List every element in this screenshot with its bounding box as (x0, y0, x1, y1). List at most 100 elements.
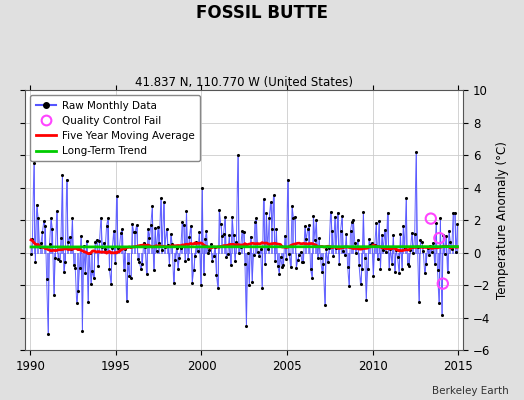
Point (215, 206, 224, 213)
Point (36, 244, 44, 250)
Point (316, 255, 325, 262)
Point (137, 266, 145, 272)
Point (52, 208, 61, 214)
Point (77, 233, 85, 239)
Point (238, 228, 246, 234)
Point (127, 275, 135, 282)
Point (92, 237, 101, 243)
Point (422, 261, 430, 267)
Point (236, 244, 245, 250)
Point (119, 267, 128, 273)
Point (274, 262, 282, 269)
Point (102, 222, 111, 229)
Point (138, 261, 147, 268)
Point (384, 210, 392, 216)
Point (374, 256, 382, 262)
Point (222, 254, 231, 260)
Point (305, 222, 313, 228)
Point (265, 215, 274, 221)
Point (267, 199, 275, 206)
Point (48, 226, 57, 232)
Point (359, 209, 367, 215)
Point (390, 269, 399, 275)
Title: 41.837 N, 110.770 W (United States): 41.837 N, 110.770 W (United States) (135, 76, 353, 89)
Point (155, 240, 163, 246)
Point (51, 254, 59, 261)
Point (272, 226, 280, 233)
Point (258, 285, 266, 291)
Point (341, 252, 349, 258)
Point (161, 244, 169, 250)
Point (129, 228, 138, 235)
Point (275, 270, 283, 277)
Point (283, 176, 292, 183)
Point (228, 213, 236, 220)
Point (95, 238, 104, 244)
Point (285, 251, 293, 258)
Point (376, 266, 385, 272)
Point (339, 248, 347, 254)
Point (147, 222, 155, 228)
Point (139, 240, 148, 246)
Point (413, 244, 422, 251)
Point (408, 230, 416, 236)
Point (385, 266, 393, 272)
Point (292, 265, 301, 271)
Point (368, 240, 376, 246)
Point (379, 247, 388, 253)
Point (252, 215, 260, 222)
Point (335, 261, 343, 268)
Point (182, 208, 191, 214)
Point (419, 248, 428, 254)
Point (332, 245, 341, 252)
Point (231, 258, 239, 265)
Point (225, 232, 234, 238)
Point (104, 215, 112, 221)
Point (169, 280, 178, 286)
Point (333, 209, 342, 216)
Point (62, 176, 71, 183)
Point (143, 271, 151, 277)
Point (410, 230, 419, 237)
Point (354, 237, 362, 243)
Point (187, 223, 195, 229)
Point (442, 232, 450, 239)
Point (201, 236, 209, 242)
Point (451, 210, 459, 216)
Point (435, 300, 443, 306)
Point (58, 172, 67, 178)
Point (248, 279, 256, 285)
Point (244, 250, 252, 256)
Point (441, 250, 449, 257)
Point (81, 270, 90, 276)
Point (268, 226, 276, 232)
Point (123, 297, 131, 304)
Point (425, 252, 433, 258)
Point (251, 219, 259, 226)
Point (135, 259, 144, 265)
Point (220, 231, 228, 237)
Point (172, 245, 181, 251)
Point (319, 261, 328, 267)
Point (255, 252, 264, 259)
Point (188, 280, 196, 286)
Point (37, 240, 45, 246)
Point (94, 262, 102, 269)
Point (34, 214, 42, 221)
Point (101, 246, 110, 252)
Point (113, 193, 121, 199)
Point (453, 220, 462, 227)
Point (178, 219, 187, 226)
Point (256, 246, 265, 252)
Point (27, 251, 35, 257)
Point (355, 262, 363, 268)
Point (439, 280, 447, 287)
Point (318, 269, 326, 275)
Point (91, 239, 100, 245)
Point (394, 254, 402, 261)
Point (342, 231, 351, 238)
Point (157, 195, 165, 202)
Point (208, 258, 216, 264)
Point (117, 230, 125, 236)
Point (282, 255, 290, 262)
